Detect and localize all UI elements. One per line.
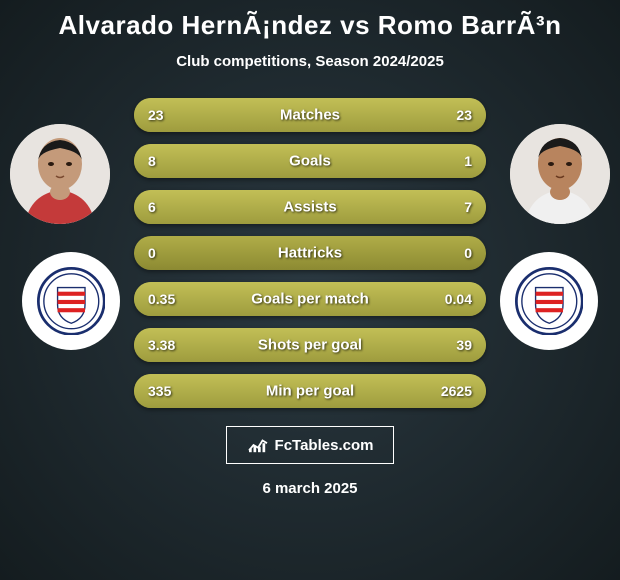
shield-icon: [515, 267, 584, 336]
person-icon: [10, 124, 110, 224]
footer-brand: FcTables.com: [226, 426, 394, 464]
player-avatar-right: [510, 124, 610, 224]
stat-value-right: 2625: [441, 383, 472, 399]
stat-row: 0.35 Goals per match 0.04: [134, 282, 486, 316]
page-subtitle: Club competitions, Season 2024/2025: [0, 53, 620, 70]
stat-label: Goals per match: [251, 291, 369, 308]
stat-label: Hattricks: [278, 245, 342, 262]
stat-value-left: 8: [148, 153, 156, 169]
stat-label: Min per goal: [266, 383, 354, 400]
stats-list: 23 Matches 23 8 Goals 1 6 Assists 7 0 Ha…: [134, 98, 486, 408]
stat-row: 8 Goals 1: [134, 144, 486, 178]
stat-bar-left: [134, 190, 296, 224]
stat-row: 335 Min per goal 2625: [134, 374, 486, 408]
stat-value-left: 3.38: [148, 337, 175, 353]
stat-label: Goals: [289, 153, 331, 170]
chart-icon: [247, 436, 269, 454]
date-label: 6 march 2025: [0, 480, 620, 497]
person-icon: [510, 124, 610, 224]
stat-value-right: 39: [456, 337, 472, 353]
stat-value-right: 23: [456, 107, 472, 123]
page-title: Alvarado HernÃ¡ndez vs Romo BarrÃ³n: [0, 10, 620, 41]
stat-value-right: 0: [464, 245, 472, 261]
stat-value-right: 0.04: [445, 291, 472, 307]
stat-label: Matches: [280, 107, 340, 124]
stat-value-left: 0.35: [148, 291, 175, 307]
shield-icon: [37, 267, 106, 336]
stat-row: 6 Assists 7: [134, 190, 486, 224]
footer-brand-label: FcTables.com: [275, 437, 374, 454]
player-avatar-left: [10, 124, 110, 224]
stat-value-left: 335: [148, 383, 171, 399]
stat-label: Shots per goal: [258, 337, 362, 354]
stat-value-left: 23: [148, 107, 164, 123]
stat-row: 23 Matches 23: [134, 98, 486, 132]
stat-row: 0 Hattricks 0: [134, 236, 486, 270]
stat-value-left: 6: [148, 199, 156, 215]
stat-value-right: 1: [464, 153, 472, 169]
comparison-card: Alvarado HernÃ¡ndez vs Romo BarrÃ³n Club…: [0, 0, 620, 580]
club-badge-left: [22, 252, 120, 350]
club-badge-right: [500, 252, 598, 350]
stat-value-right: 7: [464, 199, 472, 215]
stat-label: Assists: [283, 199, 336, 216]
stat-value-left: 0: [148, 245, 156, 261]
stat-row: 3.38 Shots per goal 39: [134, 328, 486, 362]
